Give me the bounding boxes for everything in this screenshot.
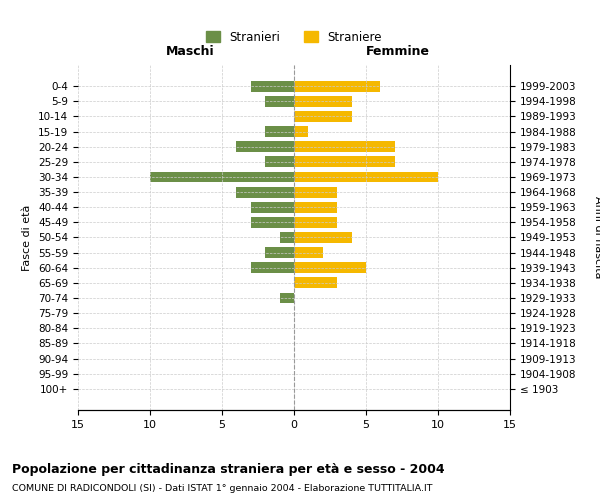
Bar: [294, 141, 395, 152]
Bar: [251, 80, 294, 92]
Bar: [265, 247, 294, 258]
Bar: [294, 156, 395, 168]
Bar: [294, 126, 308, 137]
Bar: [265, 126, 294, 137]
Bar: [294, 247, 323, 258]
Y-axis label: Fasce di età: Fasce di età: [22, 204, 32, 270]
Legend: Stranieri, Straniere: Stranieri, Straniere: [201, 26, 387, 48]
Bar: [294, 278, 337, 288]
Bar: [294, 80, 380, 92]
Bar: [294, 96, 352, 106]
Bar: [294, 186, 337, 198]
Bar: [280, 292, 294, 304]
Bar: [236, 141, 294, 152]
Text: Femmine: Femmine: [365, 45, 430, 58]
Bar: [251, 217, 294, 228]
Bar: [265, 156, 294, 168]
Bar: [294, 262, 366, 273]
Bar: [265, 96, 294, 106]
Text: Popolazione per cittadinanza straniera per età e sesso - 2004: Popolazione per cittadinanza straniera p…: [12, 462, 445, 475]
Text: COMUNE DI RADICONDOLI (SI) - Dati ISTAT 1° gennaio 2004 - Elaborazione TUTTITALI: COMUNE DI RADICONDOLI (SI) - Dati ISTAT …: [12, 484, 433, 493]
Bar: [294, 202, 337, 212]
Y-axis label: Anni di nascita: Anni di nascita: [593, 196, 600, 279]
Text: Maschi: Maschi: [166, 45, 215, 58]
Bar: [294, 217, 337, 228]
Bar: [294, 111, 352, 122]
Bar: [251, 202, 294, 212]
Bar: [294, 232, 352, 243]
Bar: [251, 262, 294, 273]
Bar: [150, 172, 294, 182]
Bar: [236, 186, 294, 198]
Bar: [280, 232, 294, 243]
Bar: [294, 172, 438, 182]
